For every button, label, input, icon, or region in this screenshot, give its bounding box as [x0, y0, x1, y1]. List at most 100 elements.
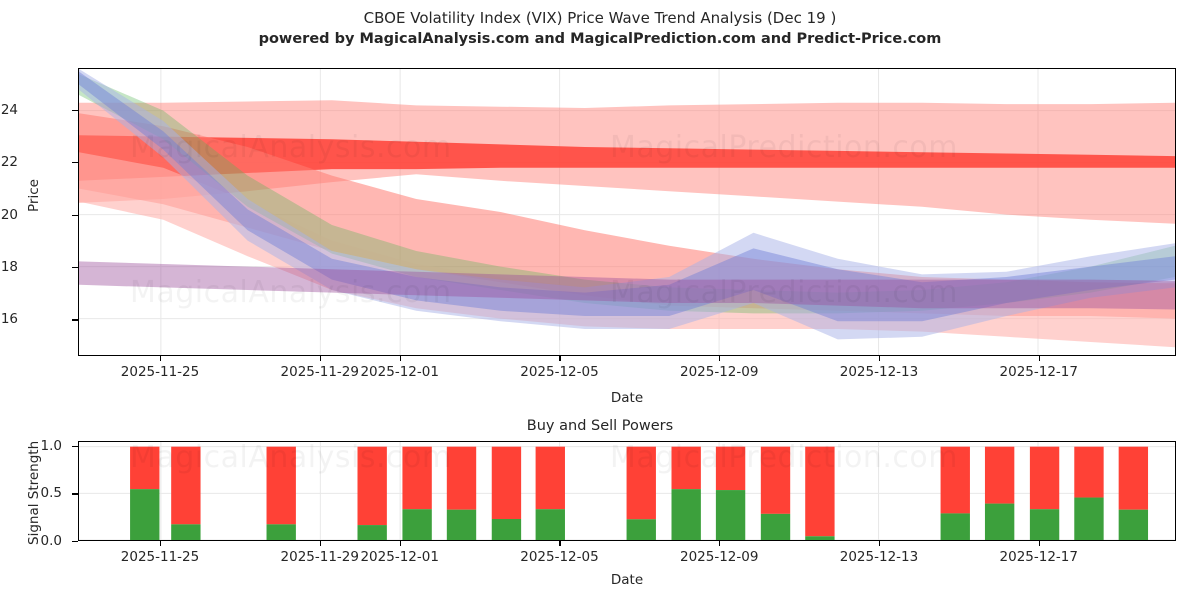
power-x-tickmark	[719, 541, 721, 546]
power-bar	[130, 446, 160, 540]
power-plot-area	[78, 441, 1176, 541]
power-bar	[1074, 446, 1104, 540]
price-x-tick: 2025-12-05	[520, 364, 599, 380]
buy-power-segment	[491, 519, 522, 540]
price-y-tick: 24	[0, 101, 18, 118]
band-green-band	[79, 74, 1175, 314]
buy-power-segment	[130, 489, 160, 540]
sell-power-segment	[805, 446, 835, 537]
page-subtitle: powered by MagicalAnalysis.com and Magic…	[258, 31, 942, 47]
band-purple-band	[79, 261, 1175, 310]
sell-power-segment	[1074, 446, 1104, 498]
buy-power-segment	[446, 509, 477, 540]
power-y-tickmark	[72, 445, 78, 447]
power-x-tickmark	[399, 541, 401, 546]
price-x-axis-label: Date	[610, 390, 644, 406]
buy-power-segment	[1118, 509, 1149, 540]
price-x-tickmark	[878, 356, 881, 361]
price-y-tickmark	[72, 266, 78, 269]
buy-power-segment	[760, 513, 791, 540]
band-blue-band-outer	[79, 69, 1175, 340]
sell-power-segment	[491, 446, 522, 519]
power-bar	[1118, 446, 1149, 540]
power-y-tickmark	[72, 493, 78, 495]
sell-power-segment	[626, 446, 656, 520]
power-bar	[1029, 446, 1060, 540]
power-bar	[760, 446, 791, 540]
buy-power-segment	[1074, 497, 1104, 540]
price-y-tick: 16	[0, 311, 18, 328]
power-bar	[805, 446, 835, 540]
buy-power-segment	[171, 524, 201, 540]
price-x-tickmark	[1038, 356, 1040, 361]
power-bars-svg	[79, 442, 1175, 540]
power-x-axis-label: Date	[610, 572, 644, 588]
price-x-tickmark	[399, 356, 401, 361]
sell-power-segment	[535, 446, 565, 510]
sell-power-segment	[760, 446, 791, 514]
power-x-tick: 2025-11-25	[120, 549, 200, 565]
page-title: CBOE Volatility Index (VIX) Price Wave T…	[363, 9, 837, 27]
power-y-tickmark	[72, 541, 78, 543]
power-bar	[984, 446, 1015, 540]
power-y-tick: 0.5	[40, 485, 62, 502]
price-y-axis-label: Price	[26, 179, 42, 212]
price-y-tickmark	[72, 162, 78, 164]
price-y-tick: 20	[0, 206, 18, 223]
power-x-tick: 2025-12-17	[999, 549, 1078, 565]
power-bar	[357, 446, 387, 540]
buy-power-segment	[805, 536, 835, 540]
price-x-tick: 2025-12-17	[999, 364, 1078, 380]
power-y-axis-label: Signal Strength	[26, 440, 42, 545]
price-x-tick: 2025-12-01	[360, 364, 439, 380]
price-y-tick: 18	[0, 258, 18, 275]
price-x-tickmark	[719, 356, 721, 361]
power-x-tick: 2025-12-13	[839, 549, 919, 565]
price-x-tickmark	[559, 356, 561, 361]
power-bar	[171, 446, 201, 540]
power-x-tickmark	[559, 541, 561, 546]
price-y-tickmark	[72, 319, 78, 321]
buy-sell-power-chart	[78, 441, 1176, 541]
sell-power-segment	[171, 446, 201, 525]
power-x-tickmark	[319, 541, 321, 546]
sell-power-segment	[402, 446, 432, 510]
price-y-tick: 22	[0, 154, 18, 171]
sell-power-segment	[671, 446, 701, 490]
power-bar	[626, 446, 656, 540]
price-wave-chart	[78, 68, 1176, 356]
price-x-tick: 2025-12-09	[679, 364, 759, 380]
buy-power-segment	[535, 509, 565, 540]
power-x-tickmark	[878, 541, 881, 546]
sell-power-segment	[984, 446, 1015, 504]
buy-power-segment	[357, 525, 387, 540]
price-y-tickmark	[72, 214, 78, 216]
sell-power-segment	[1029, 446, 1060, 510]
power-bar	[491, 446, 522, 540]
title-block: CBOE Volatility Index (VIX) Price Wave T…	[0, 8, 1200, 50]
buy-power-segment	[671, 489, 701, 540]
buy-power-segment	[984, 503, 1015, 540]
power-x-tick: 2025-12-09	[679, 549, 759, 565]
power-x-tickmark	[1038, 541, 1040, 546]
buy-power-segment	[1029, 509, 1060, 540]
power-x-tick: 2025-11-29	[280, 549, 359, 565]
power-chart-title: Buy and Sell Powers	[526, 418, 674, 434]
power-x-tick: 2025-12-01	[360, 549, 439, 565]
power-y-tick: 1.0	[40, 437, 62, 454]
price-x-tick: 2025-12-13	[839, 364, 919, 380]
power-x-tickmark	[160, 541, 162, 546]
power-bar	[671, 446, 701, 540]
power-bar	[940, 446, 970, 540]
price-x-tick: 2025-11-25	[120, 364, 200, 380]
price-y-tickmark	[72, 109, 78, 112]
buy-power-segment	[626, 519, 656, 540]
sell-power-segment	[357, 446, 387, 526]
buy-power-segment	[715, 490, 746, 540]
price-x-tickmark	[160, 356, 162, 361]
power-bar	[446, 446, 477, 540]
power-bar	[715, 446, 746, 540]
price-plot-area	[78, 68, 1176, 356]
power-x-tick: 2025-12-05	[520, 549, 599, 565]
